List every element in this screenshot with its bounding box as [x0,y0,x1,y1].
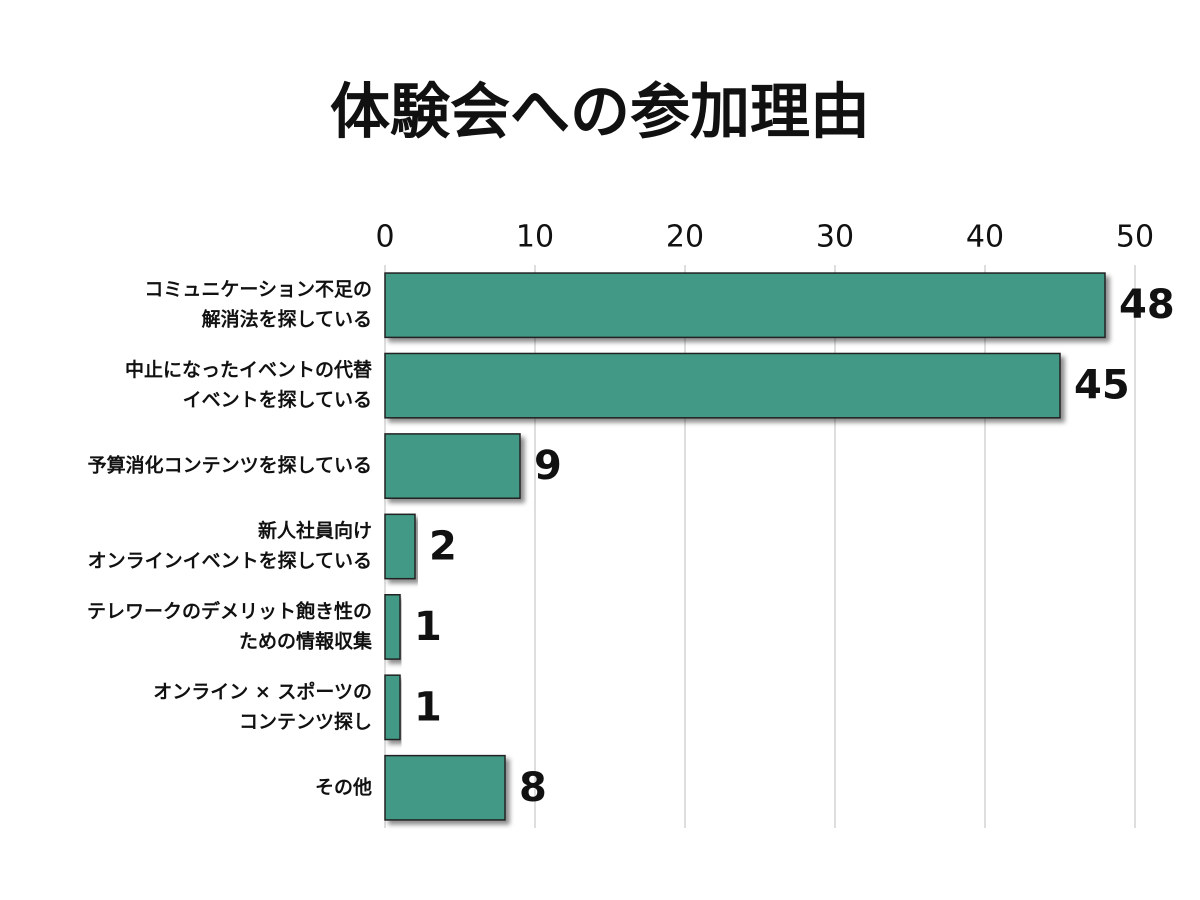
value-label: 8 [519,765,547,811]
bar [384,594,401,660]
bar [384,272,1106,339]
chart-title: 体験会への参加理由 [330,78,870,148]
x-tick-label: 50 [1116,220,1154,255]
x-tick-label: 20 [666,220,704,255]
y-tick-label: 予算消化コンテンツを探している [88,454,372,477]
value-label: 1 [414,604,442,650]
bar [384,754,506,821]
y-tick-label: コンテンツ探し [239,711,372,733]
y-tick-label: テレワークのデメリット飽き性の [87,599,372,622]
y-tick-label: オンラインイベントを探している [88,550,372,572]
y-tick-label: イベントを探している [183,389,372,411]
bar [384,433,521,499]
x-tick-label: 0 [375,220,394,255]
value-label: 45 [1074,363,1130,409]
x-tick-label: 40 [966,220,1004,255]
x-tick-label: 10 [516,220,554,255]
y-tick-label: 新人社員向け [258,519,372,542]
value-label: 1 [414,684,442,730]
y-tick-label: その他 [315,775,372,798]
bar [384,513,416,580]
y-tick-label: 中止になったイベントの代替 [125,358,373,381]
value-label: 2 [429,524,457,570]
value-label: 9 [534,443,562,489]
bar [384,352,1061,419]
y-tick-label: 解消法を探している [202,308,372,331]
x-tick-label: 30 [816,220,854,255]
value-label: 48 [1119,282,1175,328]
y-tick-label: ための情報収集 [239,629,373,652]
bar [384,674,401,741]
y-tick-label: コミュニケーション不足の [144,279,372,301]
y-tick-label: オンライン × スポーツの [153,680,372,703]
